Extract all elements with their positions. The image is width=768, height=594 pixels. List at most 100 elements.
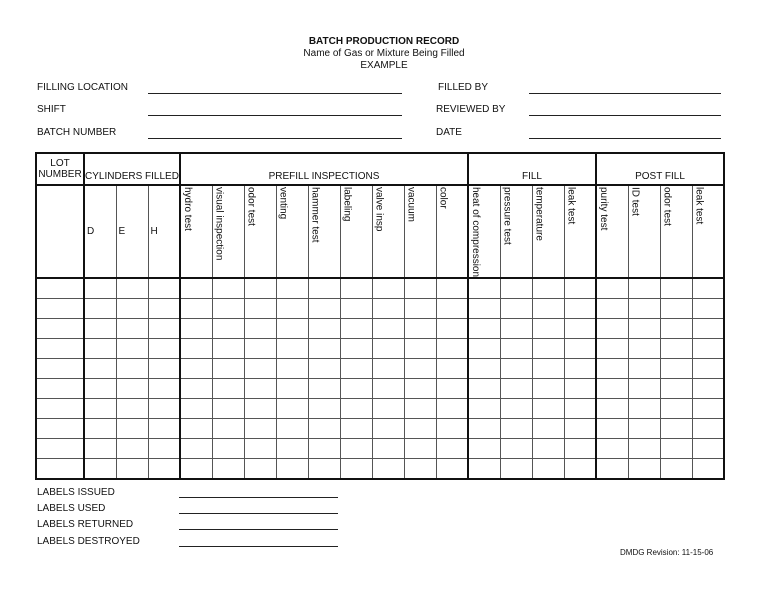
entry-cell[interactable]	[499, 438, 533, 460]
entry-cell[interactable]	[35, 298, 85, 320]
entry-cell[interactable]	[531, 358, 565, 380]
entry-cell[interactable]	[211, 318, 245, 340]
entry-cell[interactable]	[83, 277, 117, 300]
entry-cell[interactable]	[659, 378, 693, 400]
entry-cell[interactable]	[243, 338, 277, 360]
entry-cell[interactable]	[275, 458, 309, 481]
entry-cell[interactable]	[83, 298, 117, 320]
entry-cell[interactable]	[435, 338, 469, 360]
entry-cell[interactable]	[627, 418, 661, 440]
entry-cell[interactable]	[371, 438, 405, 460]
entry-cell[interactable]	[147, 358, 181, 380]
entry-cell[interactable]	[339, 378, 373, 400]
entry-cell[interactable]	[691, 398, 725, 420]
entry-cell[interactable]	[35, 438, 85, 460]
entry-cell[interactable]	[435, 398, 469, 420]
entry-cell[interactable]	[531, 298, 565, 320]
entry-cell[interactable]	[83, 358, 117, 380]
entry-cell[interactable]	[275, 398, 309, 420]
entry-cell[interactable]	[691, 358, 725, 380]
entry-cell[interactable]	[595, 438, 629, 460]
entry-cell[interactable]	[147, 438, 181, 460]
labels-input-line[interactable]	[179, 513, 338, 514]
entry-cell[interactable]	[179, 277, 213, 300]
entry-cell[interactable]	[403, 338, 437, 360]
entry-cell[interactable]	[243, 378, 277, 400]
entry-cell[interactable]	[179, 298, 213, 320]
entry-cell[interactable]	[467, 438, 501, 460]
entry-cell[interactable]	[211, 418, 245, 440]
entry-cell[interactable]	[339, 358, 373, 380]
entry-cell[interactable]	[531, 458, 565, 481]
entry-cell[interactable]	[35, 458, 85, 481]
field-input-line[interactable]	[529, 138, 721, 139]
entry-cell[interactable]	[467, 458, 501, 481]
entry-cell[interactable]	[403, 398, 437, 420]
entry-cell[interactable]	[499, 398, 533, 420]
entry-cell[interactable]	[307, 358, 341, 380]
entry-cell[interactable]	[403, 458, 437, 481]
entry-cell[interactable]	[115, 378, 149, 400]
entry-cell[interactable]	[435, 298, 469, 320]
entry-cell[interactable]	[147, 398, 181, 420]
field-input-line[interactable]	[529, 115, 721, 116]
entry-cell[interactable]	[371, 398, 405, 420]
entry-cell[interactable]	[659, 298, 693, 320]
entry-cell[interactable]	[307, 277, 341, 300]
entry-cell[interactable]	[467, 418, 501, 440]
entry-cell[interactable]	[659, 318, 693, 340]
entry-cell[interactable]	[403, 358, 437, 380]
entry-cell[interactable]	[659, 277, 693, 300]
entry-cell[interactable]	[35, 277, 85, 300]
entry-cell[interactable]	[339, 438, 373, 460]
entry-cell[interactable]	[595, 277, 629, 300]
entry-cell[interactable]	[531, 398, 565, 420]
entry-cell[interactable]	[275, 358, 309, 380]
entry-cell[interactable]	[275, 338, 309, 360]
entry-cell[interactable]	[371, 358, 405, 380]
entry-cell[interactable]	[691, 318, 725, 340]
entry-cell[interactable]	[371, 318, 405, 340]
entry-cell[interactable]	[371, 338, 405, 360]
entry-cell[interactable]	[371, 298, 405, 320]
entry-cell[interactable]	[243, 458, 277, 481]
entry-cell[interactable]	[243, 318, 277, 340]
entry-cell[interactable]	[307, 438, 341, 460]
entry-cell[interactable]	[307, 318, 341, 340]
entry-cell[interactable]	[467, 277, 501, 300]
entry-cell[interactable]	[211, 338, 245, 360]
entry-cell[interactable]	[83, 338, 117, 360]
entry-cell[interactable]	[115, 298, 149, 320]
entry-cell[interactable]	[435, 418, 469, 440]
entry-cell[interactable]	[499, 358, 533, 380]
entry-cell[interactable]	[499, 277, 533, 300]
entry-cell[interactable]	[595, 338, 629, 360]
entry-cell[interactable]	[147, 338, 181, 360]
entry-cell[interactable]	[435, 438, 469, 460]
entry-cell[interactable]	[147, 318, 181, 340]
entry-cell[interactable]	[307, 378, 341, 400]
entry-cell[interactable]	[179, 338, 213, 360]
entry-cell[interactable]	[595, 458, 629, 481]
entry-cell[interactable]	[403, 418, 437, 440]
entry-cell[interactable]	[339, 318, 373, 340]
entry-cell[interactable]	[115, 338, 149, 360]
entry-cell[interactable]	[179, 438, 213, 460]
entry-cell[interactable]	[243, 418, 277, 440]
entry-cell[interactable]	[339, 398, 373, 420]
entry-cell[interactable]	[339, 418, 373, 440]
entry-cell[interactable]	[499, 458, 533, 481]
entry-cell[interactable]	[115, 277, 149, 300]
entry-cell[interactable]	[275, 378, 309, 400]
entry-cell[interactable]	[467, 338, 501, 360]
entry-cell[interactable]	[371, 277, 405, 300]
entry-cell[interactable]	[307, 458, 341, 481]
entry-cell[interactable]	[147, 298, 181, 320]
entry-cell[interactable]	[627, 298, 661, 320]
entry-cell[interactable]	[403, 298, 437, 320]
entry-cell[interactable]	[83, 318, 117, 340]
entry-cell[interactable]	[563, 418, 597, 440]
entry-cell[interactable]	[691, 458, 725, 481]
entry-cell[interactable]	[691, 298, 725, 320]
entry-cell[interactable]	[499, 418, 533, 440]
